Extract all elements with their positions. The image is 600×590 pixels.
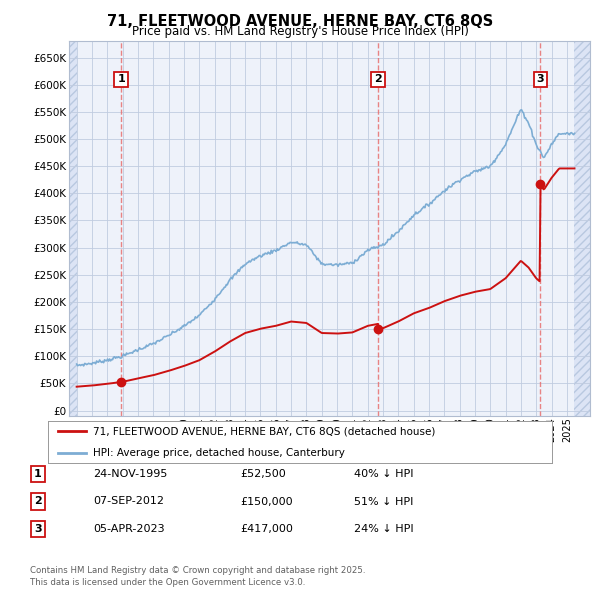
Text: 24-NOV-1995: 24-NOV-1995 [93,470,167,479]
Text: 24% ↓ HPI: 24% ↓ HPI [354,525,413,534]
Text: 71, FLEETWOOD AVENUE, HERNE BAY, CT6 8QS (detached house): 71, FLEETWOOD AVENUE, HERNE BAY, CT6 8QS… [94,427,436,436]
Text: 2: 2 [374,74,382,84]
Text: 1: 1 [117,74,125,84]
Text: 71, FLEETWOOD AVENUE, HERNE BAY, CT6 8QS: 71, FLEETWOOD AVENUE, HERNE BAY, CT6 8QS [107,14,493,29]
Text: 07-SEP-2012: 07-SEP-2012 [93,497,164,506]
Text: HPI: Average price, detached house, Canterbury: HPI: Average price, detached house, Cant… [94,448,345,457]
Text: £150,000: £150,000 [240,497,293,506]
Text: 3: 3 [34,525,41,534]
Text: Contains HM Land Registry data © Crown copyright and database right 2025.
This d: Contains HM Land Registry data © Crown c… [30,566,365,587]
Text: 05-APR-2023: 05-APR-2023 [93,525,164,534]
Text: Price paid vs. HM Land Registry's House Price Index (HPI): Price paid vs. HM Land Registry's House … [131,25,469,38]
Bar [574,41,590,416]
Text: 1: 1 [34,470,41,479]
Text: 2: 2 [34,497,41,506]
Text: 40% ↓ HPI: 40% ↓ HPI [354,470,413,479]
Text: £417,000: £417,000 [240,525,293,534]
Text: £52,500: £52,500 [240,470,286,479]
Text: 3: 3 [536,74,544,84]
Bar [69,41,77,416]
Text: 51% ↓ HPI: 51% ↓ HPI [354,497,413,506]
